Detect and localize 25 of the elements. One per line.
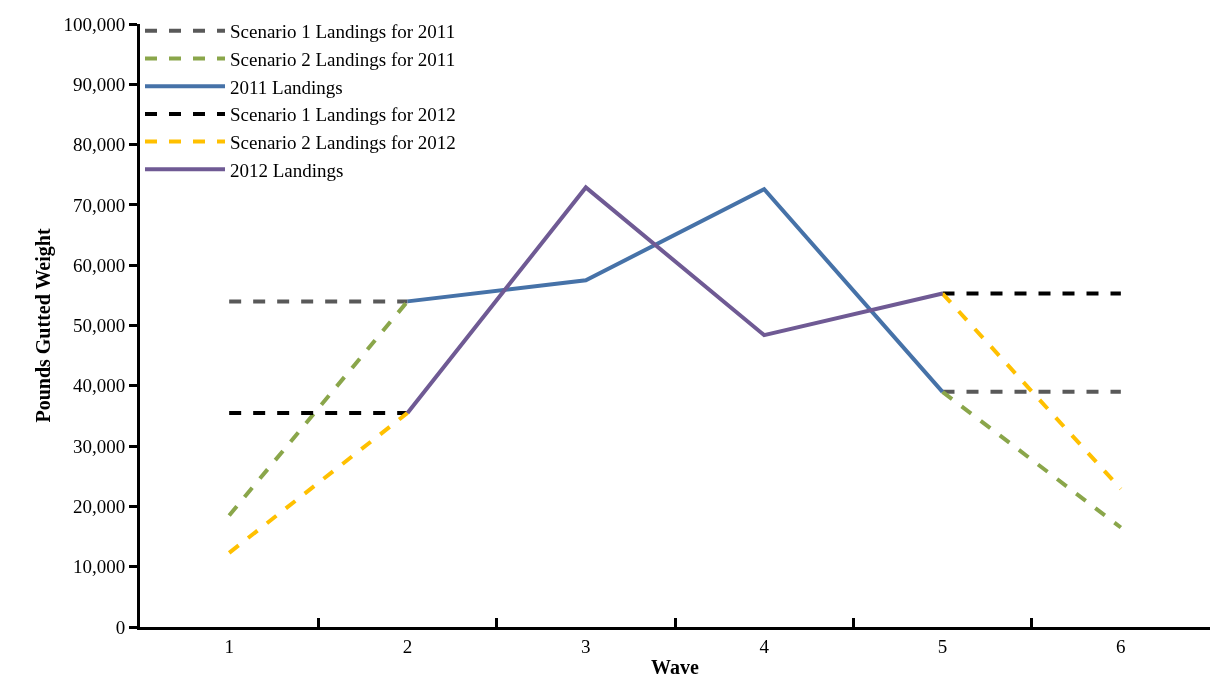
legend-label: Scenario 1 Landings for 2012 (230, 104, 456, 126)
y-tick-label: 80,000 (72, 134, 126, 156)
y-tick-label: 20,000 (72, 496, 126, 518)
x-tick-label: 5 (937, 635, 948, 657)
y-tick-label: 70,000 (72, 194, 126, 216)
legend-label: Scenario 2 Landings for 2012 (230, 132, 456, 153)
legend-label: 2012 Landings (230, 159, 344, 181)
y-tick-label: 30,000 (72, 435, 126, 457)
x-tick-label: 4 (759, 635, 770, 657)
x-tick-label: 2 (402, 635, 413, 657)
legend-label: Scenario 1 Landings for 2011 (230, 21, 456, 43)
legend-label: Scenario 2 Landings for 2011 (230, 48, 456, 70)
x-tick-label: 1 (224, 635, 234, 657)
x-tick-label: 3 (581, 635, 591, 657)
x-axis-title: Wave (651, 656, 700, 679)
y-tick-label: 40,000 (72, 375, 126, 397)
y-tick-label: 50,000 (72, 315, 126, 337)
x-tick-label: 6 (1116, 635, 1126, 657)
y-tick-label: 0 (115, 616, 126, 638)
legend-label: 2011 Landings (230, 76, 343, 98)
y-tick-label: 100,000 (63, 13, 126, 35)
y-tick-label: 90,000 (72, 73, 126, 95)
y-axis-title: Pounds Gutted Weight (31, 228, 55, 423)
y-tick-label: 10,000 (72, 556, 126, 578)
y-tick-label: 60,000 (72, 254, 126, 276)
